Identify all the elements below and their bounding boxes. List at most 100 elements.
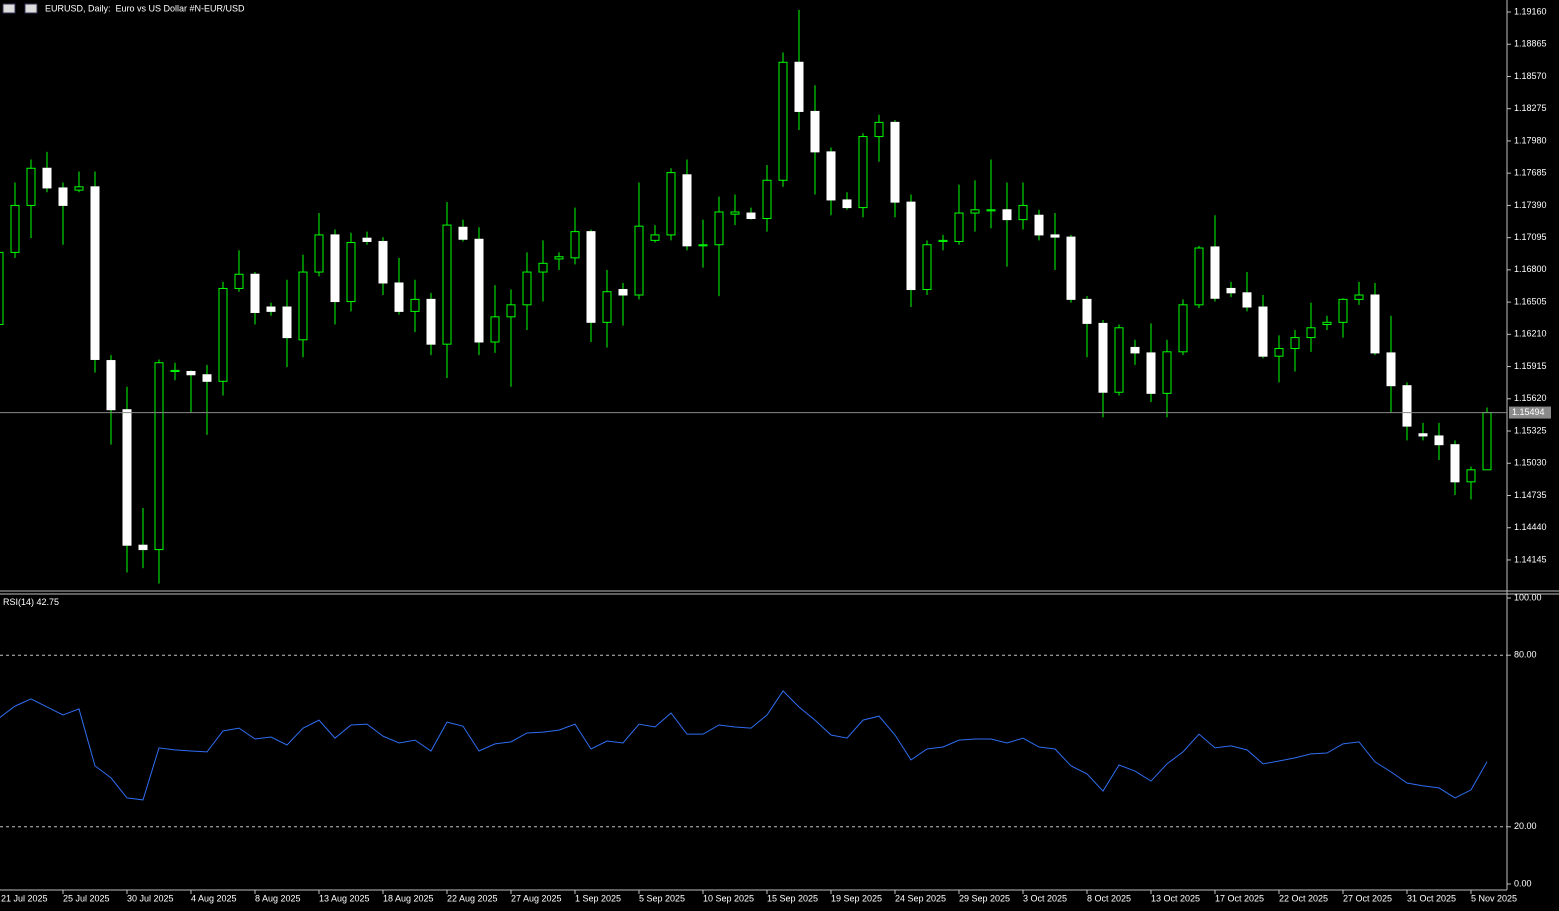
y-tick-label: 1.15030 [1514, 458, 1547, 468]
candle-body [858, 136, 868, 209]
y-tick-label: 20.00 [1514, 821, 1537, 831]
candle-body [1146, 352, 1156, 394]
candle-body [410, 298, 420, 312]
candle-body [682, 174, 692, 247]
candle-body [1050, 234, 1060, 238]
candle-body [778, 61, 788, 181]
y-tick-label: 1.18570 [1514, 71, 1547, 81]
x-tick-label: 22 Aug 2025 [447, 893, 498, 903]
candle-body [1242, 292, 1252, 308]
x-tick-label: 30 Jul 2025 [127, 893, 174, 903]
candle-body [730, 211, 740, 215]
x-tick-label: 4 Aug 2025 [191, 893, 237, 903]
candle-body [794, 61, 804, 112]
y-tick-label: 1.14440 [1514, 522, 1547, 532]
candle-body [922, 244, 932, 291]
x-tick-label: 5 Sep 2025 [639, 893, 685, 903]
candle-body [1114, 327, 1124, 393]
y-tick-label: 1.15915 [1514, 361, 1547, 371]
x-tick-label: 1 Sep 2025 [575, 893, 621, 903]
candle-body [314, 234, 324, 273]
candle-body [1274, 348, 1284, 357]
candle-body [362, 237, 372, 242]
y-tick-label: 1.15620 [1514, 393, 1547, 403]
x-tick-label: 8 Aug 2025 [255, 893, 301, 903]
candle-body [698, 244, 708, 247]
x-tick-label: 27 Oct 2025 [1343, 893, 1392, 903]
x-tick-label: 5 Nov 2025 [1471, 893, 1517, 903]
candle-body [522, 271, 532, 306]
y-tick-label: 1.17685 [1514, 168, 1547, 178]
chart-title: EURUSD, Daily: Euro vs US Dollar #N-EUR/… [45, 3, 245, 13]
candle-body [74, 186, 84, 191]
candle-body [618, 289, 628, 296]
candle-body [298, 271, 308, 341]
candle-body [554, 256, 564, 260]
candle-body [90, 186, 100, 360]
candle-body [266, 306, 276, 312]
candle-body [42, 167, 52, 189]
candle-body [586, 231, 596, 323]
x-tick-label: 21 Jul 2025 [1, 893, 48, 903]
x-tick-label: 31 Oct 2025 [1407, 893, 1456, 903]
candle-body [602, 291, 612, 323]
candle-body [986, 209, 996, 212]
candle-body [154, 362, 164, 551]
candle-body [1434, 435, 1444, 446]
candle-body [538, 262, 548, 273]
candle-body [1098, 322, 1108, 393]
x-tick-label: 19 Sep 2025 [831, 893, 882, 903]
candle-body [874, 121, 884, 138]
candle-body [1082, 298, 1092, 324]
candle-body [26, 167, 36, 206]
x-tick-label: 10 Sep 2025 [703, 893, 754, 903]
candle-body [458, 226, 468, 240]
candle-body [490, 316, 500, 343]
x-tick-label: 27 Aug 2025 [511, 893, 562, 903]
candle-body [1194, 247, 1204, 306]
candle-body [826, 151, 836, 201]
y-tick-label: 1.17390 [1514, 200, 1547, 210]
y-tick-label: 100.00 [1514, 592, 1542, 602]
x-tick-label: 25 Jul 2025 [63, 893, 110, 903]
candle-body [282, 306, 292, 339]
candle-body [10, 204, 20, 253]
x-tick-label: 3 Oct 2025 [1023, 893, 1067, 903]
candle-body [1066, 236, 1076, 300]
candle-body [474, 238, 484, 343]
candle-body [202, 374, 212, 382]
candle-body [1354, 294, 1364, 300]
candle-body [506, 304, 516, 318]
y-tick-label: 1.17980 [1514, 135, 1547, 145]
candle-body [330, 234, 340, 303]
candle-body [570, 231, 580, 259]
rsi-title: RSI(14) 42.75 [3, 597, 59, 607]
x-tick-label: 13 Oct 2025 [1151, 893, 1200, 903]
y-tick-label: 1.18275 [1514, 103, 1547, 113]
y-tick-label: 1.14735 [1514, 490, 1547, 500]
candle-body [890, 121, 900, 203]
candle-body [1370, 294, 1380, 354]
y-tick-label: 1.15325 [1514, 425, 1547, 435]
candle-body [394, 282, 404, 312]
candle-body [906, 201, 916, 291]
rsi-value: 42.75 [37, 597, 60, 607]
candle-body [346, 242, 356, 303]
candle-body [106, 360, 116, 411]
candle-body [58, 187, 68, 206]
y-tick-label: 1.18865 [1514, 39, 1547, 49]
y-tick-label: 0.00 [1514, 878, 1532, 888]
candle-body [810, 110, 820, 153]
candle-body [1210, 246, 1220, 299]
candle-body [234, 273, 244, 289]
rsi-line [0, 690, 1488, 801]
candle-body [1450, 444, 1460, 483]
candle-body [1402, 385, 1412, 427]
candle-body [442, 224, 452, 345]
candle-body [250, 273, 260, 313]
candle-body [1162, 351, 1172, 394]
y-tick-label: 1.16800 [1514, 264, 1547, 274]
x-tick-label: 22 Oct 2025 [1279, 893, 1328, 903]
candle-body [1290, 337, 1300, 350]
